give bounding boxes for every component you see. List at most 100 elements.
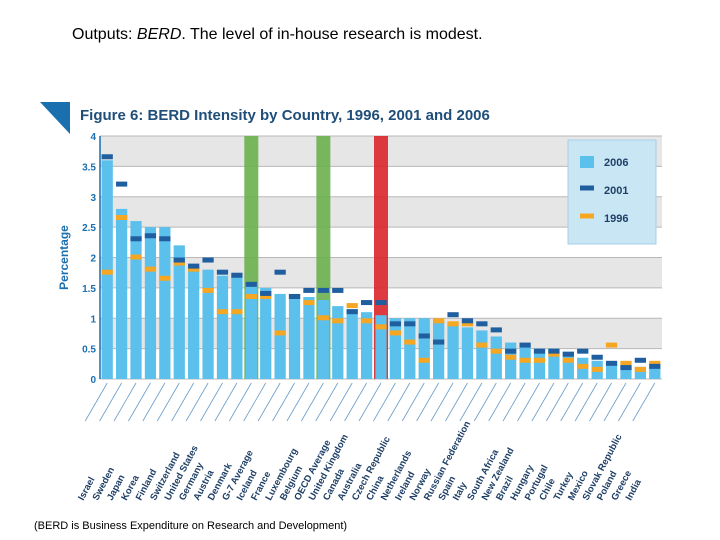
- category-leader: [531, 382, 555, 422]
- marker-2001: [562, 351, 574, 357]
- category-leader: [315, 382, 339, 422]
- category-leader: [156, 382, 180, 422]
- category-leader: [272, 382, 295, 422]
- bar-2006: [605, 363, 618, 379]
- marker-2001: [332, 287, 344, 293]
- category-leader: [574, 382, 598, 422]
- slide-title-suffix: . The level of in-house research is mode…: [181, 26, 483, 43]
- marker-1996: [418, 357, 430, 363]
- marker-1996: [375, 324, 387, 330]
- y-tick-label: 4: [90, 132, 96, 143]
- bar-2006: [173, 245, 185, 379]
- legend-label-1996: 1996: [604, 213, 628, 225]
- marker-1996: [332, 318, 344, 324]
- marker-2001: [317, 287, 329, 293]
- bar-2006: [490, 336, 502, 379]
- bar-2006: [548, 348, 560, 379]
- category-leader: [142, 382, 166, 422]
- y-axis-label: Percentage: [57, 225, 71, 290]
- marker-2001: [519, 342, 531, 348]
- marker-1996: [303, 300, 315, 306]
- y-tick-label: 2.5: [82, 223, 96, 234]
- marker-2001: [101, 154, 113, 160]
- category-leader: [185, 382, 209, 422]
- bar-2006: [375, 315, 387, 379]
- bar-2006: [433, 321, 445, 379]
- category-leader: [589, 382, 612, 422]
- category-leader: [301, 382, 324, 422]
- category-leader: [228, 382, 252, 422]
- marker-2001: [404, 321, 416, 327]
- marker-1996: [389, 330, 402, 336]
- bar-2006: [360, 312, 373, 379]
- bar-2006: [505, 342, 517, 379]
- bar-2006: [418, 318, 430, 379]
- category-leader: [387, 382, 411, 422]
- slide-title-emphasis: BERD: [136, 26, 182, 43]
- marker-2001: [173, 257, 185, 263]
- category-leader: [603, 382, 627, 422]
- marker-2001: [202, 257, 214, 263]
- bar-2006: [202, 269, 214, 379]
- category-leader: [545, 382, 569, 422]
- y-tick-label: 3.5: [82, 162, 96, 173]
- marker-2001: [505, 348, 517, 354]
- y-tick-label: 2: [90, 254, 96, 265]
- bar-2006: [533, 348, 546, 379]
- category-leader: [430, 382, 454, 422]
- marker-1996: [188, 266, 200, 272]
- marker-2001: [303, 287, 315, 293]
- bar-2006: [649, 366, 661, 379]
- marker-1996: [649, 360, 661, 366]
- bar-2006: [115, 208, 128, 379]
- marker-1996: [245, 293, 257, 299]
- category-leader: [128, 382, 151, 422]
- category-leader: [113, 382, 137, 422]
- marker-1996: [519, 357, 531, 363]
- bar-2006: [404, 318, 416, 379]
- slide-title: Outputs: BERD. The level of in-house res…: [72, 26, 712, 44]
- category-leader: [200, 382, 223, 422]
- legend-swatch-2006: [580, 156, 594, 168]
- marker-1996: [533, 357, 546, 363]
- marker-2001: [159, 236, 171, 242]
- bar-2006: [562, 351, 574, 379]
- bar-2006: [159, 227, 171, 379]
- marker-2001: [548, 348, 560, 354]
- bar-2006: [620, 366, 632, 379]
- footnote: (BERD is Business Expenditure on Researc…: [34, 520, 348, 532]
- marker-1996: [605, 342, 618, 348]
- bar-2006: [303, 296, 315, 379]
- marker-1996: [173, 260, 185, 266]
- bar-2006: [461, 327, 474, 379]
- bar-2006: [274, 293, 286, 379]
- category-leader: [416, 382, 439, 422]
- marker-1996: [577, 363, 589, 369]
- category-leader: [401, 382, 425, 422]
- marker-2001: [245, 281, 257, 287]
- marker-2001: [274, 269, 286, 275]
- marker-2001: [375, 300, 387, 306]
- bar-2006: [634, 366, 647, 379]
- category-leader: [84, 382, 108, 422]
- marker-1996: [159, 275, 171, 281]
- bar-2006: [346, 309, 358, 379]
- marker-1996: [620, 360, 632, 366]
- marker-1996: [346, 303, 358, 309]
- marker-1996: [404, 339, 416, 345]
- marker-2001: [346, 309, 358, 315]
- category-leader: [214, 382, 238, 422]
- marker-1996: [202, 287, 214, 293]
- bar-2006: [216, 275, 229, 379]
- marker-2001: [260, 290, 272, 296]
- slide-title-prefix: Outputs:: [72, 26, 137, 43]
- category-leader: [329, 382, 353, 422]
- category-leader: [560, 382, 584, 422]
- marker-1996: [101, 269, 113, 275]
- marker-2001: [490, 327, 502, 333]
- bar-2006: [447, 324, 459, 379]
- marker-1996: [447, 321, 459, 327]
- category-leader: [488, 382, 512, 422]
- marker-2001: [389, 321, 402, 327]
